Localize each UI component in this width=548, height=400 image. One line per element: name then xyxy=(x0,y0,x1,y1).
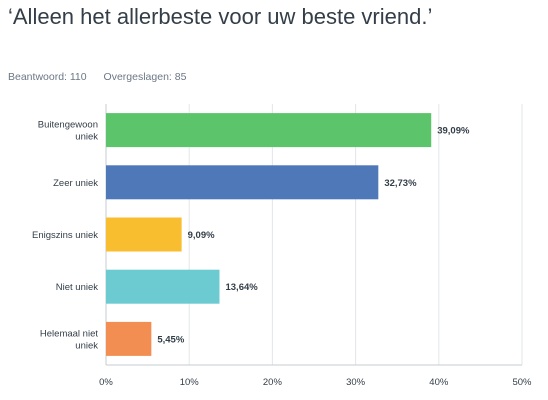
category-label: Zeer uniek xyxy=(53,178,98,189)
bar xyxy=(106,269,220,304)
answered-count: Beantwoord: 110 xyxy=(8,71,87,83)
category-label: Buitengewoon xyxy=(38,120,98,131)
x-tick-label: 40% xyxy=(429,377,449,388)
category-label: Niet uniek xyxy=(56,282,98,293)
response-stats: Beantwoord: 110 Overgeslagen: 85 xyxy=(8,71,200,83)
x-tick-label: 20% xyxy=(263,377,283,388)
data-label: 5,45% xyxy=(157,334,184,345)
survey-question-title: ‘Alleen het allerbeste voor uw beste vri… xyxy=(8,4,433,29)
data-label: 13,64% xyxy=(225,282,258,293)
category-label: Helemaal niet xyxy=(40,328,98,339)
x-tick-label: 50% xyxy=(512,377,532,388)
bar xyxy=(106,165,379,200)
data-label: 32,73% xyxy=(384,178,417,189)
category-label: uniek xyxy=(75,340,98,351)
skipped-count: Overgeslagen: 85 xyxy=(103,71,187,83)
data-label: 39,09% xyxy=(437,126,470,137)
category-label: Enigszins uniek xyxy=(32,230,98,241)
x-tick-label: 10% xyxy=(180,377,200,388)
bar xyxy=(106,321,152,356)
bar xyxy=(106,113,432,148)
category-label: uniek xyxy=(75,132,98,143)
data-label: 9,09% xyxy=(188,230,215,241)
x-tick-label: 30% xyxy=(346,377,366,388)
bar xyxy=(106,217,182,252)
x-tick-label: 0% xyxy=(99,377,113,388)
